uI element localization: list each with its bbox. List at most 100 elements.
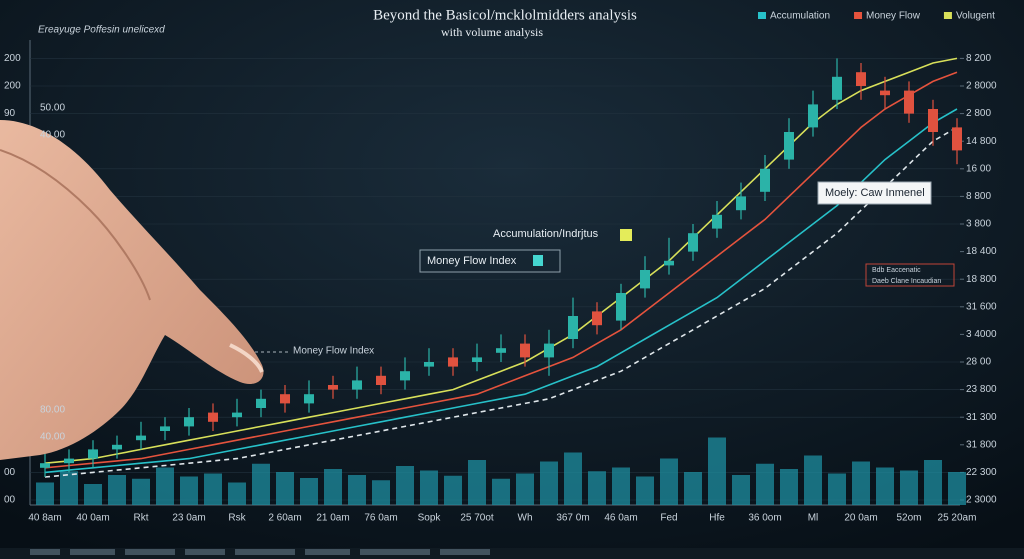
volume-bar [228,482,246,505]
y-tick-label: 00 [4,467,16,478]
candle-body [160,426,170,431]
x-tick-label: Wh [518,513,533,524]
annotation-box [419,249,561,273]
candle-body [136,435,146,441]
candle-body [520,343,530,358]
candle-body [304,394,314,404]
y2-tick-label: 2 800 [966,108,991,119]
annotation: 40.00 [40,130,65,141]
volume-bar [948,472,966,505]
annotation: 80.00 [40,405,65,416]
volume-bar [564,452,582,505]
volume-bar [852,461,870,505]
candle-body [208,412,218,422]
x-tick-label: 36 0om [748,513,781,524]
candle-body [736,196,746,211]
y-tick-label: 200 [4,53,21,64]
x-tick-label: Hfe [709,513,725,524]
candle-body [496,348,506,353]
volume-bar [468,460,486,505]
candle-body [184,417,194,427]
candle-body [664,260,674,266]
y2-tick-label: 18 800 [966,274,997,285]
y2-tick-label: 31 600 [966,301,997,312]
trend-line [44,126,958,478]
x-tick-label: 52om [896,513,921,524]
candle-body [472,357,482,362]
candle-body [640,270,650,289]
x-tick-label: Rsk [228,513,246,524]
volume-bar [612,467,630,505]
y2-tick-label: 31 800 [966,439,997,450]
chart-subtitle: with volume analysis [441,25,543,39]
volume-bar [684,472,702,505]
x-tick-label: Ml [808,513,819,524]
volume-bar [372,480,390,505]
x-tick-label: 23 0am [172,513,205,524]
bottom-bar [0,548,1024,559]
volume-bar [540,461,558,505]
candle-body [256,398,266,408]
candle-body [40,463,50,468]
annotation: Money Flow Index [293,346,374,357]
y2-tick-label: 14 800 [966,136,997,147]
volume-bar [900,470,918,505]
candle-body [376,375,386,385]
volume-bar [252,463,270,505]
candle-body [856,72,866,86]
y2-tick-label: 28 00 [966,357,991,368]
volume-bar [660,458,678,505]
y2-tick-label: 31 300 [966,412,997,423]
candle-body [688,233,698,252]
annotation: Ereayuge Poffesin unelicexd [38,25,165,36]
volume-bar [828,473,846,505]
volume-bar [732,475,750,505]
hand [0,120,264,460]
volume-bar [804,455,822,505]
x-tick-label: Sopk [418,513,442,524]
volume-bar [36,482,54,505]
y2-tick-label: 3 800 [966,219,991,230]
volume-bar [156,467,174,505]
legend-label: Money Flow [866,11,921,22]
x-tick-label: 2 60am [268,513,301,524]
legend-label: Volugent [956,11,995,22]
legend-swatch [758,12,766,19]
volume-bar [276,472,294,505]
ma-line [44,108,958,474]
candle-body [352,380,362,390]
y2-tick-label: 2 8000 [966,81,997,92]
candle-body [904,90,914,114]
x-tick-label: 76 0am [364,513,397,524]
candle-body [784,132,794,160]
annotation-box [865,263,955,287]
y-tick-label: 200 [4,81,21,92]
chart-title: Beyond the Basicol/mcklolmidders analysi… [373,7,637,23]
annotation: Bdb Eaccenatic [872,267,921,274]
legend-label: Accumulation [770,11,830,22]
annotation-swatch [620,229,632,241]
candle-body [400,371,410,381]
annotation: Daeb Clane Incaudian [872,278,941,285]
legend-swatch [943,12,952,19]
candle-body [568,316,578,339]
candle-body [832,76,842,100]
volume-bar [348,475,366,505]
volume-bar [780,469,798,505]
y2-tick-label: 2 3000 [966,495,997,506]
y-tick-label: 00 [4,495,16,506]
volume-bar [876,467,894,505]
annotation: 50.00 [40,103,65,114]
x-tick-label: 40 0am [76,513,109,524]
candle-body [928,109,938,132]
x-tick-label: 21 0am [316,513,349,524]
x-tick-label: 46 0am [604,513,637,524]
candle-body [592,311,602,326]
volume-bar [180,476,198,505]
candle-body [328,385,338,390]
hand-shape [0,120,264,460]
annotation-swatch [533,255,543,266]
y2-tick-label: 23 800 [966,384,997,395]
